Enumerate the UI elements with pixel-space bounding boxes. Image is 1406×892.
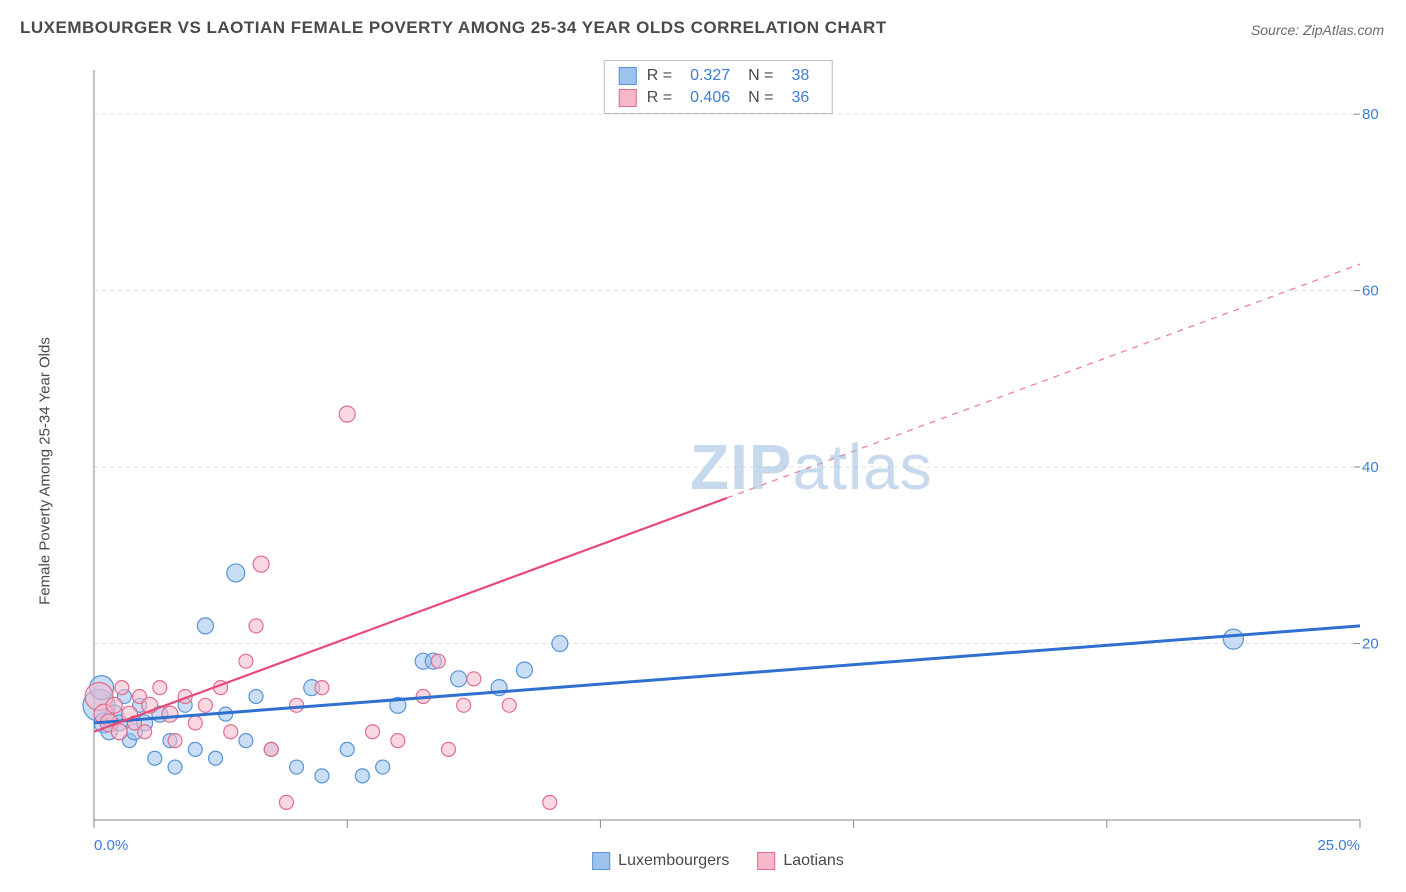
svg-text:25.0%: 25.0% xyxy=(1317,837,1360,854)
svg-text:40.0%: 40.0% xyxy=(1362,459,1380,476)
correlation-stat-box: R = 0.327 N = 38 R = 0.406 N = 36 xyxy=(604,60,833,114)
r-value: 0.327 xyxy=(690,67,730,85)
source-value: ZipAtlas.com xyxy=(1303,22,1384,38)
n-value: 36 xyxy=(791,89,809,107)
stat-row: R = 0.327 N = 38 xyxy=(605,65,832,87)
svg-text:0.0%: 0.0% xyxy=(94,837,128,854)
tick-labels: 20.0% 40.0% 60.0% 80.0% 0.0% 25.0% xyxy=(94,106,1380,854)
n-value: 38 xyxy=(791,67,809,85)
legend-item: Luxembourgers xyxy=(592,852,729,870)
series-swatch xyxy=(619,67,637,85)
r-label: R = xyxy=(647,89,672,107)
legend-swatch xyxy=(592,852,610,870)
chart-title: LUXEMBOURGER VS LAOTIAN FEMALE POVERTY A… xyxy=(20,18,887,38)
series-legend: Luxembourgers Laotians xyxy=(592,852,844,870)
r-label: R = xyxy=(647,67,672,85)
legend-item: Laotians xyxy=(757,852,844,870)
legend-label: Laotians xyxy=(783,852,844,870)
legend-label: Luxembourgers xyxy=(618,852,729,870)
n-label: N = xyxy=(748,89,773,107)
trend-lines xyxy=(94,264,1360,732)
axes xyxy=(94,70,1360,828)
legend-swatch xyxy=(757,852,775,870)
scatter-plot: 20.0% 40.0% 60.0% 80.0% 0.0% 25.0% xyxy=(80,60,1380,880)
svg-text:80.0%: 80.0% xyxy=(1362,106,1380,123)
source-attribution: Source: ZipAtlas.com xyxy=(1251,22,1384,38)
source-label: Source: xyxy=(1251,22,1299,38)
series-swatch xyxy=(619,89,637,107)
plot-container: Female Poverty Among 25-34 Year Olds 20.… xyxy=(50,60,1386,882)
r-value: 0.406 xyxy=(690,89,730,107)
y-axis-label: Female Poverty Among 25-34 Year Olds xyxy=(37,337,54,605)
stat-row: R = 0.406 N = 36 xyxy=(605,87,832,109)
svg-text:20.0%: 20.0% xyxy=(1362,636,1380,653)
gridlines xyxy=(94,114,1360,643)
n-label: N = xyxy=(748,67,773,85)
svg-text:60.0%: 60.0% xyxy=(1362,283,1380,300)
